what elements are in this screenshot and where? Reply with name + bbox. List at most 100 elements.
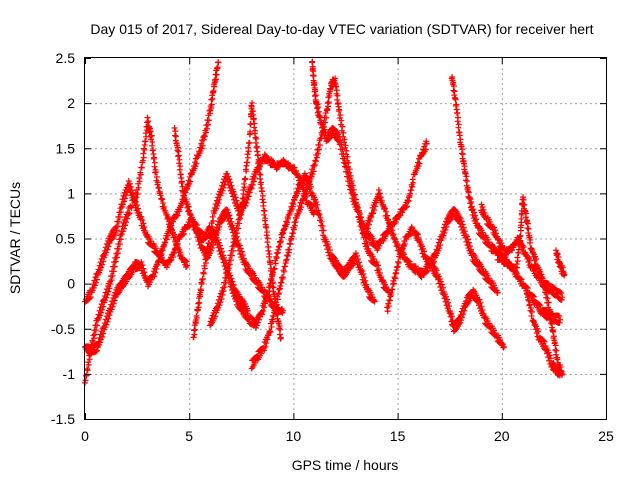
data-point (536, 301, 543, 308)
x-tick-label: 10 (286, 428, 302, 444)
data-point (138, 164, 145, 171)
data-point (365, 221, 372, 228)
data-point (371, 298, 378, 305)
data-point (249, 181, 256, 188)
data-point (544, 295, 551, 302)
data-point (472, 212, 479, 219)
data-point (122, 222, 129, 229)
data-point (547, 355, 554, 362)
data-point (233, 197, 240, 204)
data-point (395, 260, 402, 267)
data-point (153, 174, 160, 181)
data-point (459, 151, 466, 158)
data-point (473, 216, 480, 223)
data-point (201, 265, 208, 272)
data-point (232, 194, 239, 201)
data-point (105, 243, 112, 250)
data-point (246, 139, 253, 146)
data-point (460, 311, 467, 318)
data-point (262, 215, 269, 222)
data-point (382, 205, 389, 212)
data-point (372, 203, 379, 210)
data-point (133, 198, 140, 205)
data-point (435, 247, 442, 254)
series-track-p (552, 247, 568, 279)
data-point (376, 190, 383, 197)
data-point (355, 256, 362, 263)
y-tick-label: 1 (67, 185, 75, 201)
data-point (455, 114, 462, 121)
data-point (450, 82, 457, 89)
data-point (193, 314, 200, 321)
data-point (228, 278, 235, 285)
data-point (341, 155, 348, 162)
data-point (373, 259, 380, 266)
data-point (227, 215, 234, 222)
data-point (332, 75, 339, 82)
data-point (232, 291, 239, 298)
y-tick-label: 0.5 (56, 231, 76, 247)
data-point (258, 179, 265, 186)
data-point (313, 154, 320, 161)
data-point (136, 209, 143, 216)
data-point (115, 218, 122, 225)
data-point (325, 99, 332, 106)
data-point (86, 295, 93, 302)
data-point (125, 211, 132, 218)
data-point (344, 168, 351, 175)
data-point (262, 343, 269, 350)
data-point (530, 292, 537, 299)
data-point (531, 293, 538, 300)
data-point (209, 224, 216, 231)
data-point (205, 240, 212, 247)
data-point (216, 242, 223, 249)
data-point (205, 117, 212, 124)
data-point (515, 246, 522, 253)
data-point (557, 316, 564, 323)
data-point (190, 334, 197, 341)
data-point (527, 305, 534, 312)
data-point (134, 202, 141, 209)
data-point (340, 150, 347, 157)
data-point (256, 316, 263, 323)
x-tick-label: 5 (185, 428, 193, 444)
data-point (259, 188, 266, 195)
data-point (140, 265, 147, 272)
data-point (121, 225, 128, 232)
series-track-g (227, 170, 378, 331)
data-point (371, 206, 378, 213)
data-point (231, 191, 238, 198)
data-point (462, 170, 469, 177)
data-point (547, 311, 554, 318)
data-point (289, 230, 296, 237)
data-point (477, 299, 484, 306)
data-point (139, 157, 146, 164)
plot-frame (84, 57, 607, 420)
series-track-a (82, 114, 191, 386)
data-point (112, 258, 119, 265)
data-point (245, 148, 252, 155)
data-point (252, 127, 259, 134)
data-point (451, 88, 458, 95)
series-track-l (448, 74, 564, 326)
data-point (271, 265, 278, 272)
data-point (202, 129, 209, 136)
data-point (225, 173, 232, 180)
data-point (253, 135, 260, 142)
data-point (219, 291, 226, 298)
series-track-f (207, 99, 284, 342)
data-point (184, 262, 191, 269)
data-point (464, 236, 471, 243)
series-track-k (384, 224, 507, 351)
data-point (336, 262, 343, 269)
data-point (352, 250, 359, 257)
data-point (440, 232, 447, 239)
data-point (281, 268, 288, 275)
data-point (201, 133, 208, 140)
y-tick-label: -0.5 (51, 321, 75, 337)
data-point (202, 259, 209, 266)
data-point (543, 291, 550, 298)
data-point (456, 321, 463, 328)
data-point (215, 200, 222, 207)
data-point (407, 231, 414, 238)
